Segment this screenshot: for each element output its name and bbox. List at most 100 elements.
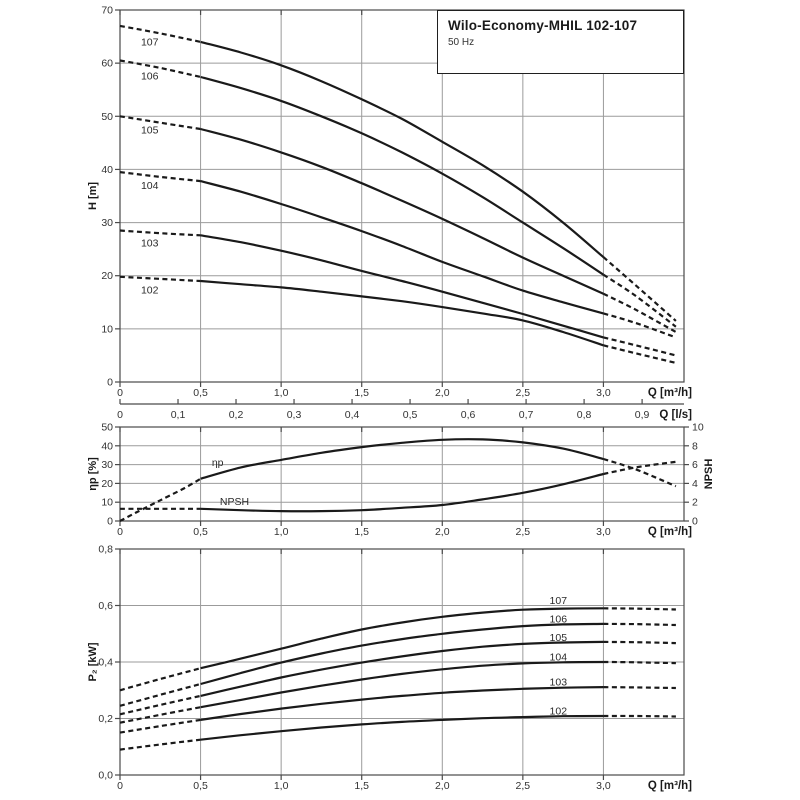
curve-107-extrapolated xyxy=(602,256,677,322)
x-tick-label: 3,0 xyxy=(596,526,611,538)
x-tick-label: 1,0 xyxy=(274,780,289,792)
power-chart: 0 0,5 1,0 1,5 2,0 2,5 3,0 Q [m³/h] 0,0 0,2 0,4 0,6 0… xyxy=(87,544,692,793)
y-tick-label: 0,6 xyxy=(98,600,113,612)
x-tick-label: 3,0 xyxy=(596,387,611,399)
curve-NPSH-extrapolated xyxy=(603,460,677,476)
curve-103-extrapolated xyxy=(603,336,677,357)
x-tick-label: 1,0 xyxy=(274,387,289,399)
y2-tick-label: 0 xyxy=(692,516,698,528)
x-tick-label: 3,0 xyxy=(596,780,611,792)
x-tick-label: 1,5 xyxy=(354,526,369,538)
curve-105-extrapolated xyxy=(602,292,677,333)
curve-label-106: 106 xyxy=(550,614,568,626)
curve-105 xyxy=(200,640,604,697)
y-tick-label: 50 xyxy=(101,422,113,434)
y-tick-label: 0,2 xyxy=(98,713,113,725)
y2-tick-label: 4 xyxy=(692,478,698,490)
curve-label-104: 104 xyxy=(141,180,159,192)
curve-107-extrapolated xyxy=(119,24,201,43)
x-tick-label: 0 xyxy=(117,780,123,792)
y-tick-label: 70 xyxy=(101,5,113,17)
x-tick-label: 0,5 xyxy=(193,387,208,399)
y-tick-label: 10 xyxy=(101,497,113,509)
y2-tick-label: 2 xyxy=(692,497,698,509)
secondary-x-tick-label: 0 xyxy=(117,409,123,421)
curve-label-NPSH: NPSH xyxy=(220,496,249,508)
y-tick-label: 50 xyxy=(101,111,113,123)
y-axis-label: ηp [%] xyxy=(87,457,99,491)
curve-label-102: 102 xyxy=(141,285,159,297)
y-tick-label: 0 xyxy=(107,377,113,389)
y-tick-label: 20 xyxy=(101,270,113,282)
x-tick-label: 1,5 xyxy=(354,387,369,399)
curve-label-103: 103 xyxy=(141,237,159,249)
y-tick-label: 0,0 xyxy=(98,770,113,782)
y-tick-label: 10 xyxy=(101,323,113,335)
curve-ηp-extrapolated xyxy=(119,477,202,522)
curve-105-extrapolated xyxy=(119,115,201,131)
secondary-x-tick-label: 0,8 xyxy=(577,409,592,421)
curve-NPSH xyxy=(200,472,604,513)
curve-label-104: 104 xyxy=(550,652,568,664)
curve-label-ηp: ηp xyxy=(212,457,224,469)
secondary-x-tick-label: 0,2 xyxy=(229,409,244,421)
curve-106-extrapolated xyxy=(603,622,676,627)
x-tick-label: 2,5 xyxy=(516,526,531,538)
secondary-x-tick-label: 0,9 xyxy=(635,409,650,421)
curve-105 xyxy=(200,127,604,295)
eta-chart: 0 0,5 1,0 1,5 2,0 2,5 3,0 Q [m³/h]01020304050ηp… xyxy=(87,422,715,539)
curve-label-102: 102 xyxy=(550,705,568,717)
curve-102-extrapolated xyxy=(603,344,677,364)
curve-103-extrapolated xyxy=(119,229,201,237)
y2-tick-label: 10 xyxy=(692,422,704,434)
curve-102 xyxy=(200,714,604,741)
y-axis-label: P₂ [kW] xyxy=(87,642,99,681)
y-tick-label: 30 xyxy=(101,459,113,471)
curve-label-103: 103 xyxy=(550,677,568,689)
chart-subtitle: 50 Hz xyxy=(448,37,475,48)
plot-border xyxy=(119,426,685,522)
curve-107 xyxy=(200,607,604,670)
curve-102-extrapolated xyxy=(119,738,201,751)
x-axis-unit-label: Q [m³/h] xyxy=(648,526,692,538)
secondary-x-tick-label: 0,5 xyxy=(403,409,418,421)
curve-106-extrapolated xyxy=(602,273,677,328)
curve-label-107: 107 xyxy=(550,595,568,607)
secondary-x-unit-label: Q [l/s] xyxy=(659,409,692,421)
curve-106-extrapolated xyxy=(119,682,201,707)
curve-107 xyxy=(200,40,605,258)
curve-105-extrapolated xyxy=(603,640,676,645)
curve-106 xyxy=(200,622,604,686)
secondary-x-tick-label: 0,3 xyxy=(287,409,302,421)
curve-102-extrapolated xyxy=(603,714,676,718)
x-tick-label: 2,5 xyxy=(516,387,531,399)
curve-104-extrapolated xyxy=(119,171,201,183)
curve-106-extrapolated xyxy=(119,59,201,79)
x-tick-label: 0,5 xyxy=(193,526,208,538)
curve-103-extrapolated xyxy=(603,686,676,690)
x-tick-label: 0 xyxy=(117,526,123,538)
curve-label-107: 107 xyxy=(141,36,159,48)
y-tick-label: 40 xyxy=(101,164,113,176)
y-tick-label: 60 xyxy=(101,58,113,70)
x-tick-label: 2,0 xyxy=(435,780,450,792)
x-tick-label: 0,5 xyxy=(193,780,208,792)
curve-102-extrapolated xyxy=(119,275,201,283)
curve-104-extrapolated xyxy=(603,660,676,665)
curve-104 xyxy=(200,660,604,709)
x-axis-unit-label: Q [m³/h] xyxy=(648,780,692,792)
curve-105-extrapolated xyxy=(119,694,201,716)
secondary-x-tick-label: 0,4 xyxy=(345,409,360,421)
curve-106 xyxy=(200,75,605,276)
x-tick-label: 2,0 xyxy=(435,526,450,538)
y-tick-label: 0,8 xyxy=(98,544,113,556)
curve-103 xyxy=(200,686,604,721)
plot-border xyxy=(119,9,685,383)
x-tick-label: 1,0 xyxy=(274,526,289,538)
x-tick-label: 1,5 xyxy=(354,780,369,792)
curve-ηp xyxy=(200,438,604,480)
x-tick-label: 2,5 xyxy=(516,780,531,792)
y-tick-label: 20 xyxy=(101,478,113,490)
